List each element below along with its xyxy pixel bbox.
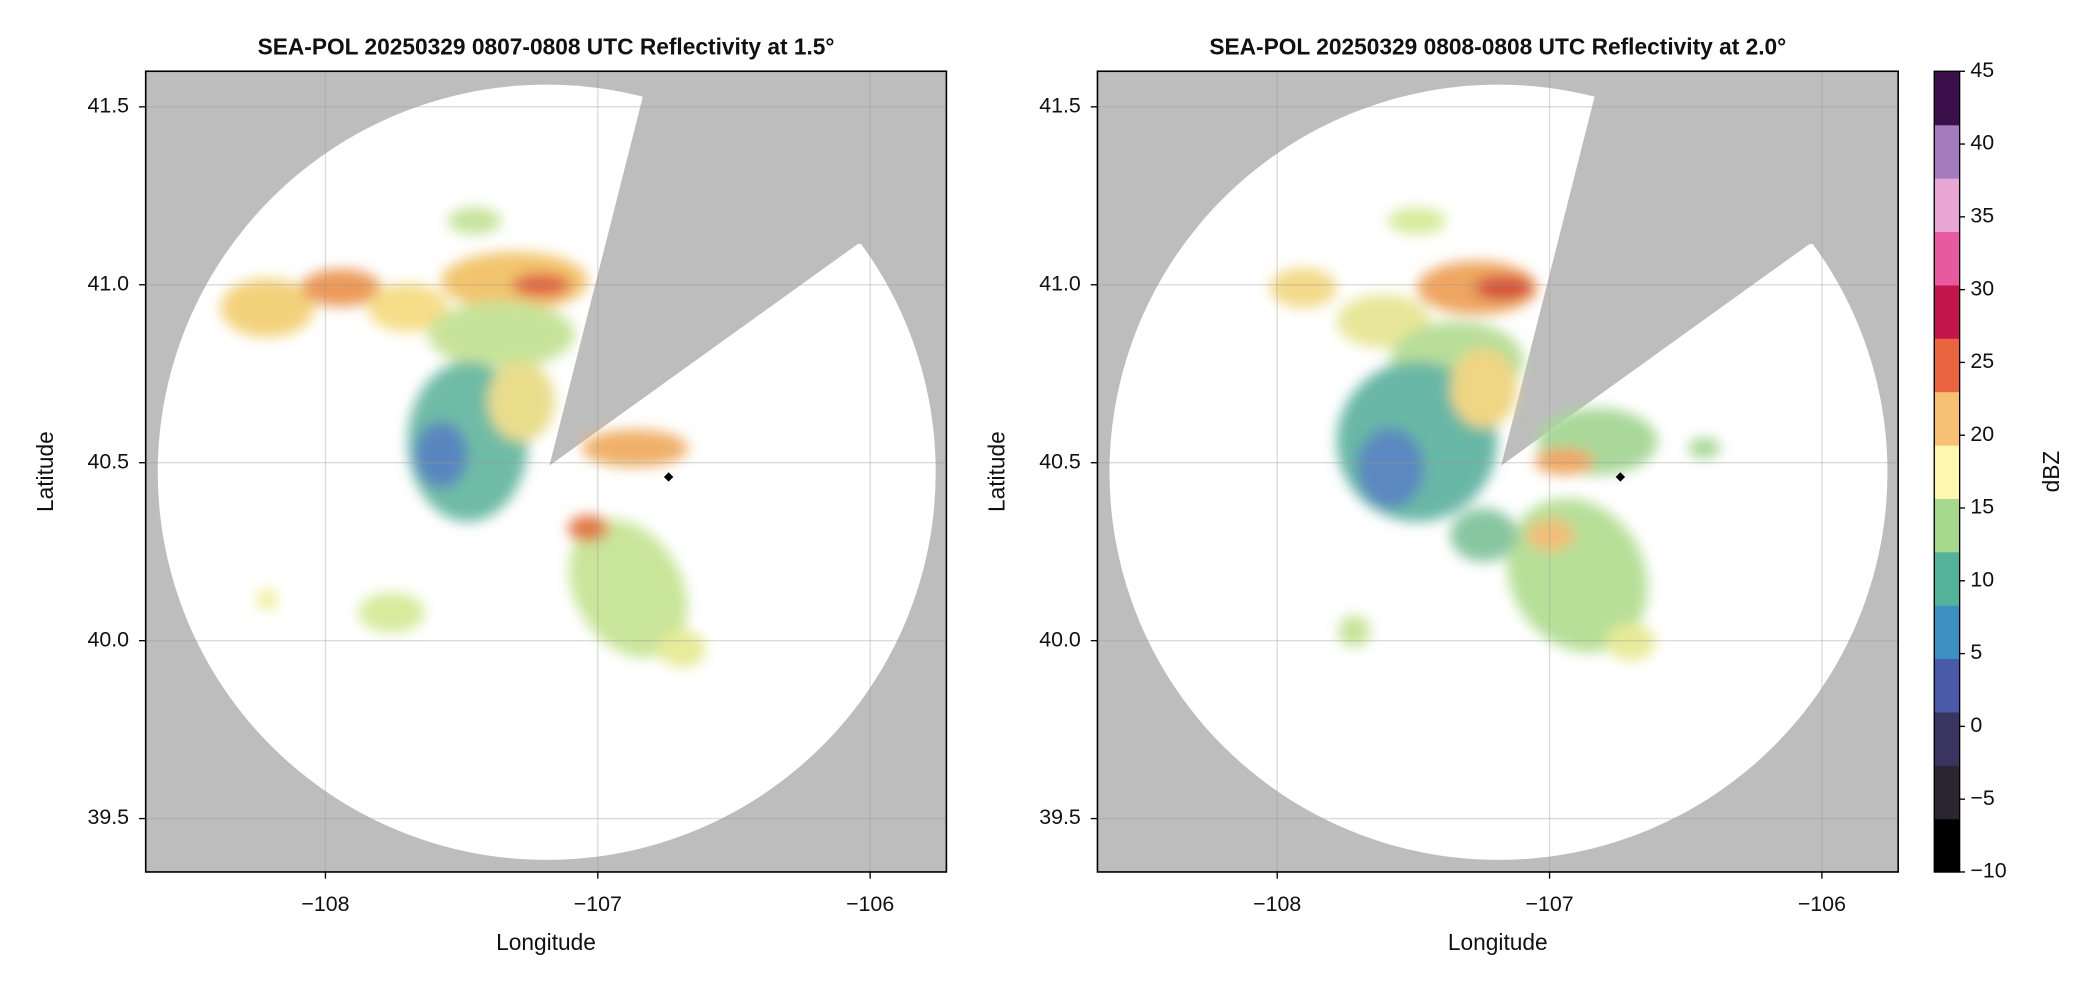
colorbar-tick-label: 10 — [1970, 567, 1994, 591]
chart-title: SEA-POL 20250329 0808-0808 UTC Reflectiv… — [1209, 34, 1786, 60]
y-tick-label: 40.0 — [87, 627, 129, 651]
y-tick-label: 39.5 — [1039, 805, 1081, 829]
colorbar-tick-label: −5 — [1970, 786, 1994, 810]
x-tick-label: −107 — [1525, 892, 1573, 916]
y-tick-label: 39.5 — [87, 805, 129, 829]
colorbar-tick-label: 5 — [1970, 640, 1982, 664]
y-tick-label: 41.0 — [1039, 271, 1081, 295]
colorbar-swatch — [1934, 391, 1960, 446]
colorbar-swatch — [1934, 231, 1960, 286]
y-axis-label: Latitude — [32, 431, 58, 512]
y-tick-label: 40.0 — [1039, 627, 1081, 651]
y-tick-label: 41.5 — [87, 93, 129, 117]
chart-title: SEA-POL 20250329 0807-0808 UTC Reflectiv… — [258, 34, 835, 60]
x-axis-label: Longitude — [1448, 929, 1548, 955]
y-tick-label: 41.0 — [87, 271, 129, 295]
plot-frame — [1096, 70, 1899, 873]
colorbar-swatch — [1934, 711, 1960, 766]
colorbar-tick-label: 20 — [1970, 422, 1994, 446]
colorbar-swatch — [1934, 178, 1960, 233]
y-tick-label: 40.5 — [1039, 449, 1081, 473]
blocked-sector — [1501, 71, 1899, 466]
colorbar-swatch — [1934, 338, 1960, 393]
y-tick-label: 40.5 — [87, 449, 129, 473]
echo-field — [220, 207, 706, 668]
x-tick-label: −108 — [301, 892, 349, 916]
colorbar-tick-label: 25 — [1970, 349, 1994, 373]
colorbar-swatch — [1934, 818, 1960, 873]
colorbar-tick-label: 45 — [1970, 58, 1994, 82]
colorbar-tick-label: 30 — [1970, 276, 1994, 300]
colorbar-swatch — [1934, 124, 1960, 179]
colorbar-tick-label: 15 — [1970, 495, 1994, 519]
colorbar-frame — [1933, 70, 1961, 873]
colorbar-swatch — [1934, 658, 1960, 713]
colorbar-swatch — [1934, 71, 1960, 126]
blocked-sector — [549, 71, 947, 466]
colorbar-swatch — [1934, 284, 1960, 339]
x-tick-label: −106 — [846, 892, 894, 916]
y-axis-label: Latitude — [984, 431, 1010, 512]
site-marker — [663, 472, 674, 482]
colorbar-tick-label: 35 — [1970, 203, 1994, 227]
colorbar-swatch — [1934, 605, 1960, 660]
x-tick-label: −107 — [574, 892, 622, 916]
x-axis-label: Longitude — [496, 929, 596, 955]
y-tick-label: 41.5 — [1039, 93, 1081, 117]
plot-frame — [144, 70, 948, 873]
colorbar-tick-label: 40 — [1970, 131, 1994, 155]
echo-field — [1269, 207, 1721, 661]
x-tick-label: −106 — [1798, 892, 1846, 916]
x-tick-label: −108 — [1253, 892, 1301, 916]
colorbar-swatch — [1934, 498, 1960, 553]
colorbar-label: dBZ — [2038, 451, 2064, 493]
colorbar-swatch — [1934, 444, 1960, 499]
colorbar-swatch — [1934, 765, 1960, 820]
colorbar-tick-label: −10 — [1970, 859, 2006, 883]
colorbar-swatch — [1934, 551, 1960, 606]
colorbar-tick-label: 0 — [1970, 713, 1982, 737]
